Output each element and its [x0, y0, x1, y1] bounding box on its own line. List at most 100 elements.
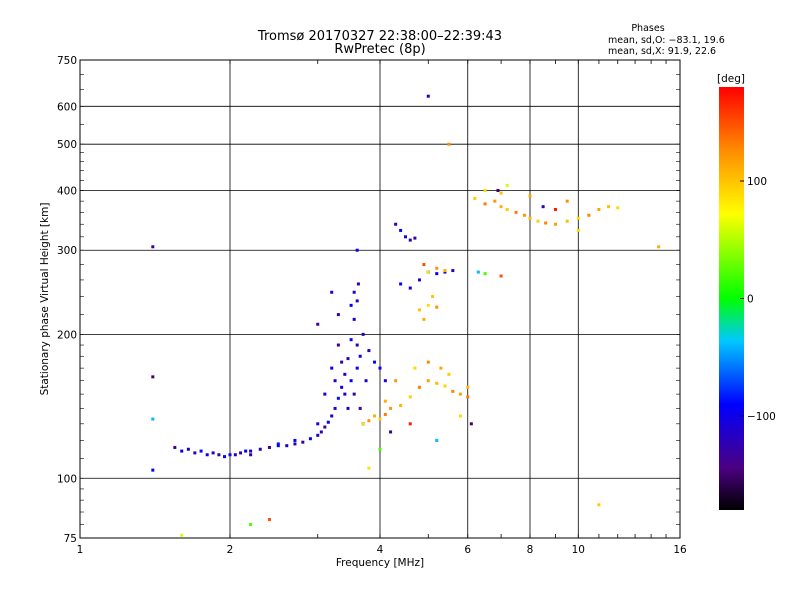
data-points	[151, 94, 661, 537]
data-point	[576, 216, 580, 220]
data-point	[483, 188, 487, 192]
data-point	[355, 299, 359, 303]
colorbar-unit-label: [deg]	[717, 73, 745, 85]
data-point	[180, 449, 184, 453]
y-tick-label: 500	[57, 139, 77, 151]
data-point	[333, 379, 337, 383]
data-point	[565, 219, 569, 223]
data-point	[336, 313, 340, 317]
data-point	[333, 406, 337, 410]
y-tick-label: 100	[57, 473, 77, 485]
data-point	[431, 295, 435, 299]
data-point	[447, 142, 451, 146]
data-point	[435, 438, 439, 442]
data-point	[330, 366, 334, 370]
y-tick-label: 200	[57, 329, 77, 341]
data-point	[541, 205, 545, 209]
data-point	[426, 379, 430, 383]
data-point	[597, 208, 601, 212]
data-point	[249, 523, 253, 527]
data-point	[553, 222, 557, 226]
chart-subtitle: RwPretec (8p)	[334, 42, 425, 57]
x-tick-label: 10	[572, 544, 585, 556]
data-point	[458, 392, 462, 396]
data-point	[413, 366, 417, 370]
data-point	[352, 290, 356, 294]
data-point	[239, 451, 243, 455]
data-point	[597, 503, 601, 507]
data-point	[308, 437, 312, 441]
data-point	[435, 266, 439, 270]
data-point	[330, 290, 334, 294]
data-point	[399, 282, 403, 286]
data-point	[458, 414, 462, 418]
data-point	[373, 360, 377, 364]
data-point	[346, 406, 350, 410]
data-point	[352, 317, 356, 321]
data-point	[343, 392, 347, 396]
data-point	[657, 245, 661, 249]
grid	[80, 60, 680, 538]
data-point	[439, 366, 443, 370]
data-point	[378, 366, 382, 370]
colorbar	[719, 87, 744, 510]
data-point	[343, 372, 347, 376]
data-point	[330, 414, 334, 418]
y-tick-label: 300	[57, 245, 77, 257]
data-point	[326, 420, 330, 424]
data-point	[285, 444, 289, 448]
data-point	[173, 445, 177, 449]
data-point	[358, 406, 362, 410]
data-point	[205, 453, 209, 457]
data-point	[367, 466, 371, 470]
data-point	[228, 453, 232, 457]
data-point	[316, 433, 320, 437]
data-point	[267, 517, 271, 521]
data-point	[413, 236, 417, 240]
data-point	[528, 194, 532, 198]
data-point	[447, 372, 451, 376]
data-point	[426, 94, 430, 98]
colorbar-tick-label: 100	[747, 176, 767, 188]
data-point	[469, 422, 473, 426]
data-point	[417, 278, 421, 282]
data-point	[349, 338, 353, 342]
data-point	[528, 216, 532, 220]
phases-mean-o: mean, sd,O: −83.1, 19.6	[608, 35, 725, 46]
data-point	[151, 375, 155, 379]
data-point	[496, 188, 500, 192]
data-point	[151, 468, 155, 472]
phases-mean-x: mean, sd,X: 91.9, 22.6	[608, 46, 716, 57]
colorbar-tick-label: −100	[747, 411, 776, 423]
data-point	[426, 303, 430, 307]
data-point	[355, 248, 359, 252]
data-point	[466, 395, 470, 399]
data-point	[389, 430, 393, 434]
data-point	[483, 272, 487, 276]
x-tick-label: 4	[377, 544, 384, 556]
data-point	[180, 533, 184, 537]
data-point	[276, 442, 280, 446]
y-tick-label: 75	[64, 533, 77, 545]
data-point	[199, 449, 203, 453]
phases-title: Phases	[631, 23, 664, 34]
data-point	[499, 191, 503, 195]
data-point	[293, 442, 297, 446]
data-point	[336, 343, 340, 347]
data-point	[323, 425, 327, 429]
data-point	[408, 422, 412, 426]
data-point	[356, 282, 360, 286]
data-point	[276, 444, 280, 448]
data-point	[466, 385, 470, 389]
x-axis-label: Frequency [MHz]	[336, 557, 424, 569]
data-point	[293, 438, 297, 442]
data-point	[435, 381, 439, 385]
data-point	[417, 308, 421, 312]
data-point	[151, 417, 155, 421]
data-point	[301, 440, 305, 444]
data-point	[476, 270, 480, 274]
data-point	[244, 449, 248, 453]
data-point	[383, 399, 387, 403]
data-point	[378, 417, 382, 421]
data-point	[316, 422, 320, 426]
